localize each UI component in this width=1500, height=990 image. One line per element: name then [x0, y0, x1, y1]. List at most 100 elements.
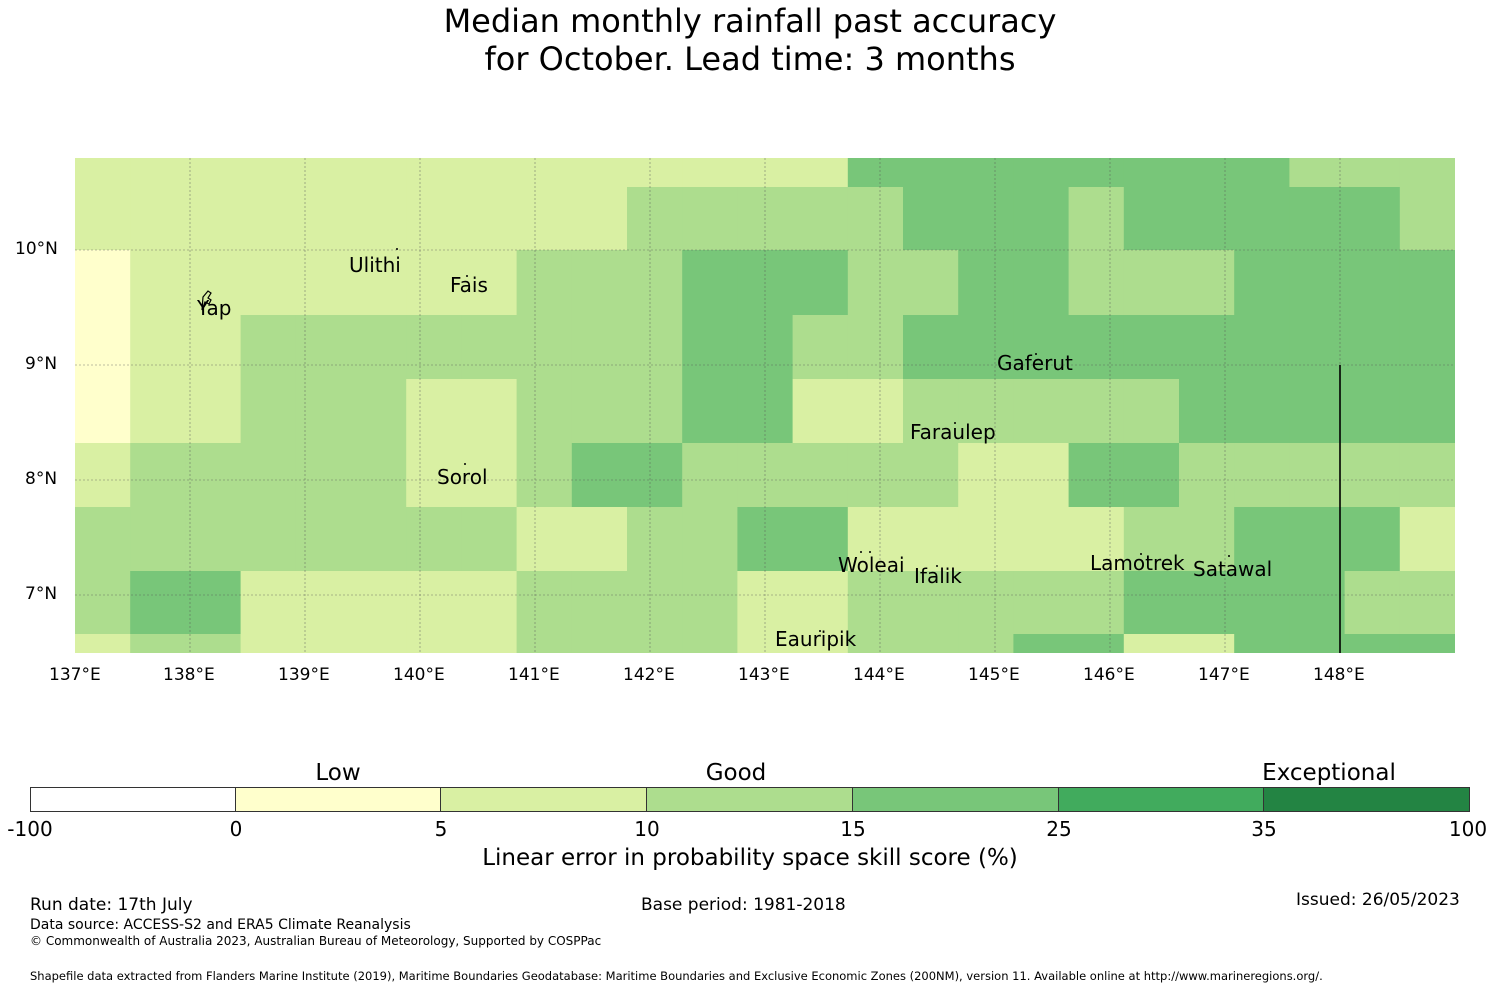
lon-tick-139e: 139°E [278, 665, 330, 685]
map-cell [627, 443, 683, 508]
map-cell [571, 571, 628, 635]
issued-date: Issued: 26/05/2023 [1296, 890, 1460, 910]
map-cell [1289, 250, 1346, 316]
map-cell [1234, 507, 1290, 572]
map-cell [461, 507, 518, 572]
map-cell [903, 507, 959, 572]
lon-tick-148e: 148°E [1313, 665, 1365, 685]
map-cell [1344, 443, 1401, 508]
colorbar-tick-15: 15 [840, 817, 866, 841]
map-cell [516, 443, 573, 508]
lon-tick-143e: 143°E [738, 665, 790, 685]
island-sorol [464, 463, 466, 465]
map-cell [351, 634, 407, 653]
map-cell [295, 187, 352, 251]
map-cell [295, 507, 352, 572]
map-cell [682, 187, 738, 251]
map-cell [903, 571, 959, 635]
map-cells [75, 158, 1455, 653]
map-cell [1399, 571, 1455, 635]
island-lamotrek [1140, 553, 1142, 555]
colorbar-swatch-15-25 [853, 787, 1059, 811]
map-cell [792, 158, 849, 188]
map-cell [406, 315, 462, 380]
skill-map [75, 158, 1455, 653]
map-cell [903, 379, 959, 444]
place-label-ulithi: Ulithi [349, 253, 401, 277]
island-ulithi [396, 248, 398, 250]
map-cell [461, 379, 518, 444]
map-cell [240, 634, 297, 653]
map-cell [516, 158, 573, 188]
map-cell [1344, 158, 1401, 188]
map-cell [1179, 315, 1235, 380]
map-cell [847, 507, 904, 572]
map-cell [1399, 379, 1455, 444]
colorbar-category-good: Good [705, 760, 767, 786]
map-cell [516, 571, 573, 635]
map-cell [351, 315, 407, 380]
map-cell [1234, 379, 1290, 444]
map-cell [1123, 379, 1180, 444]
map-cell [185, 187, 242, 251]
colorbar-swatch-10-15 [647, 787, 853, 811]
map-cell [185, 315, 242, 380]
lon-tick-145e: 145°E [968, 665, 1020, 685]
map-cell [958, 634, 1014, 653]
map-cell [792, 187, 849, 251]
map-cell [75, 250, 131, 316]
map-cell [1179, 443, 1235, 508]
map-cell [571, 507, 628, 572]
map-cell [75, 379, 131, 444]
lon-tick-147e: 147°E [1198, 665, 1250, 685]
map-cell [737, 250, 794, 316]
map-cell [1344, 250, 1401, 316]
map-cell [351, 158, 407, 188]
map-cell [1179, 379, 1235, 444]
map-cell [461, 571, 518, 635]
colorbar-category-exceptional: Exceptional [1262, 760, 1396, 786]
map-cell [240, 443, 297, 508]
map-cell [240, 158, 297, 188]
map-cell [1289, 158, 1346, 188]
island-woleai-b [869, 551, 871, 553]
map-cell [1179, 158, 1235, 188]
map-cell [130, 634, 186, 653]
map-cell [1123, 250, 1180, 316]
map-cell [75, 634, 131, 653]
copyright-notice: © Commonwealth of Australia 2023, Austra… [30, 934, 602, 948]
map-cell [1123, 507, 1180, 572]
map-cell [1344, 507, 1401, 572]
map-cell [1399, 187, 1455, 251]
map-cell [903, 158, 959, 188]
map-cell [1068, 443, 1125, 508]
map-cell [406, 158, 462, 188]
map-cell [295, 315, 352, 380]
map-cell [847, 634, 904, 653]
map-cell [1179, 250, 1235, 316]
map-cell [75, 443, 131, 508]
colorbar-swatch-35-100 [1264, 787, 1470, 811]
map-cell [1068, 187, 1125, 251]
map-cell [406, 571, 462, 635]
island-faraulep [954, 422, 956, 424]
map-cell [682, 507, 738, 572]
map-cell [1123, 187, 1180, 251]
map-cell [1344, 571, 1401, 635]
map-cell [682, 158, 738, 188]
map-cell [1344, 315, 1401, 380]
map-cell [682, 443, 738, 508]
map-cell [185, 158, 242, 188]
map-cell [240, 187, 297, 251]
map-cell [130, 379, 186, 444]
map-cell [1234, 443, 1290, 508]
island-fais [466, 275, 468, 277]
colorbar-swatch-5-10 [441, 787, 647, 811]
map-cell [516, 379, 573, 444]
map-cell [295, 158, 352, 188]
map-cell [737, 158, 794, 188]
place-label-eauripik: Eauripik [775, 627, 857, 651]
colorbar-category-low: Low [315, 760, 361, 786]
map-cell [130, 571, 186, 635]
map-cell [516, 507, 573, 572]
